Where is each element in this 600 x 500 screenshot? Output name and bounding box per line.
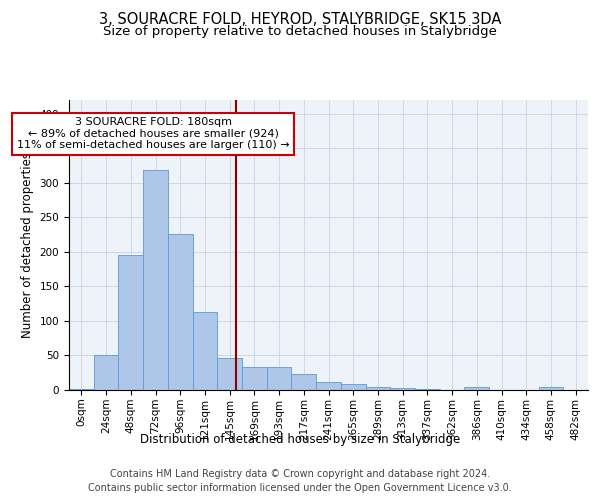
Text: Size of property relative to detached houses in Stalybridge: Size of property relative to detached ho… xyxy=(103,25,497,38)
Text: 3 SOURACRE FOLD: 180sqm
← 89% of detached houses are smaller (924)
11% of semi-d: 3 SOURACRE FOLD: 180sqm ← 89% of detache… xyxy=(17,118,289,150)
Bar xyxy=(193,312,217,390)
Bar xyxy=(143,170,168,390)
Bar xyxy=(69,388,94,390)
Bar xyxy=(168,234,193,390)
Bar xyxy=(267,367,292,390)
Bar xyxy=(464,387,489,390)
Bar xyxy=(341,384,365,390)
Bar xyxy=(390,388,415,390)
Bar xyxy=(539,387,563,390)
Bar xyxy=(242,367,267,390)
Bar xyxy=(316,382,341,390)
Bar xyxy=(94,355,118,390)
Bar xyxy=(217,358,242,390)
Text: Contains HM Land Registry data © Crown copyright and database right 2024.: Contains HM Land Registry data © Crown c… xyxy=(110,469,490,479)
Bar xyxy=(292,374,316,390)
Bar xyxy=(365,386,390,390)
Bar xyxy=(118,254,143,390)
Bar xyxy=(415,388,440,390)
Text: 3, SOURACRE FOLD, HEYROD, STALYBRIDGE, SK15 3DA: 3, SOURACRE FOLD, HEYROD, STALYBRIDGE, S… xyxy=(99,12,501,28)
Text: Distribution of detached houses by size in Stalybridge: Distribution of detached houses by size … xyxy=(140,432,460,446)
Text: Contains public sector information licensed under the Open Government Licence v3: Contains public sector information licen… xyxy=(88,483,512,493)
Y-axis label: Number of detached properties: Number of detached properties xyxy=(21,152,34,338)
